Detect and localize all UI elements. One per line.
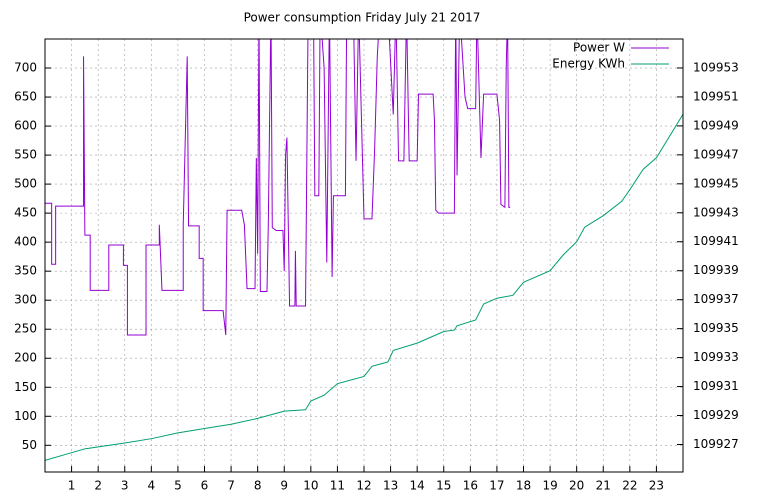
x-tick-label: 10 [303, 479, 318, 493]
x-tick-label: 7 [227, 479, 235, 493]
y-tick-label: 400 [14, 235, 37, 249]
y2-tick-label: 109939 [693, 263, 739, 277]
x-tick-label: 9 [280, 479, 288, 493]
y2-tick-label: 109947 [693, 147, 739, 161]
x-tick-label: 19 [542, 479, 557, 493]
y-tick-label: 50 [22, 438, 37, 452]
y-tick-label: 200 [14, 351, 37, 365]
y-tick-label: 350 [14, 264, 37, 278]
chart-title: Power consumption Friday July 21 2017 [244, 11, 481, 25]
x-tick-label: 12 [356, 479, 371, 493]
y2-tick-label: 109929 [693, 408, 739, 422]
x-tick-label: 14 [410, 479, 425, 493]
series-line [45, 114, 683, 461]
y2-tick-label: 109931 [693, 379, 739, 393]
x-tick-label: 18 [516, 479, 531, 493]
x-tick-label: 21 [596, 479, 611, 493]
y-tick-label: 450 [14, 206, 37, 220]
y2-tick-label: 109937 [693, 292, 739, 306]
y-tick-label: 650 [14, 90, 37, 104]
x-tick-label: 13 [383, 479, 398, 493]
y-tick-label: 100 [14, 409, 37, 423]
x-tick-label: 23 [649, 479, 664, 493]
x-tick-label: 20 [569, 479, 584, 493]
x-tick-label: 3 [121, 479, 129, 493]
x-tick-label: 6 [201, 479, 209, 493]
x-tick-label: 8 [254, 479, 262, 493]
x-tick-label: 11 [330, 479, 345, 493]
y2-tick-label: 109935 [693, 321, 739, 335]
y-tick-label: 300 [14, 293, 37, 307]
series-line [45, 39, 511, 336]
y2-tick-label: 109941 [693, 234, 739, 248]
y2-tick-label: 109943 [693, 205, 739, 219]
x-tick-label: 2 [94, 479, 102, 493]
y-tick-label: 600 [14, 119, 37, 133]
y2-tick-label: 109953 [693, 60, 739, 74]
x-tick-label: 4 [148, 479, 156, 493]
x-tick-label: 16 [463, 479, 478, 493]
y-tick-label: 700 [14, 61, 37, 75]
y-tick-label: 250 [14, 322, 37, 336]
x-tick-label: 5 [174, 479, 182, 493]
y2-tick-label: 109945 [693, 176, 739, 190]
legend-label: Power W [573, 41, 625, 55]
x-tick-label: 22 [622, 479, 637, 493]
y-tick-label: 500 [14, 177, 37, 191]
x-tick-label: 15 [436, 479, 451, 493]
x-tick-label: 1 [68, 479, 76, 493]
legend-label: Energy KWh [552, 57, 625, 71]
y2-tick-label: 109927 [693, 437, 739, 451]
y2-tick-label: 109951 [693, 89, 739, 103]
y2-tick-label: 109949 [693, 118, 739, 132]
y-tick-label: 550 [14, 148, 37, 162]
y-tick-label: 150 [14, 380, 37, 394]
y2-tick-label: 109933 [693, 350, 739, 364]
x-tick-label: 17 [489, 479, 504, 493]
